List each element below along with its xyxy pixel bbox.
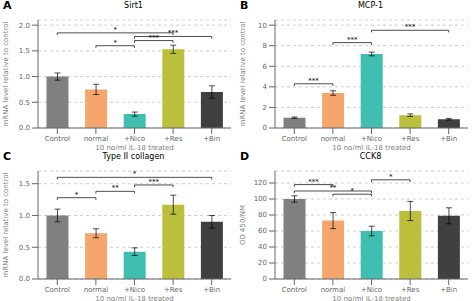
html-text:C: C [3, 149, 12, 163]
svg-text:*: * [133, 170, 137, 178]
svg-text:60: 60 [258, 227, 267, 235]
svg-text:0.5: 0.5 [19, 99, 30, 107]
html-text:Sirt1: Sirt1 [124, 1, 143, 10]
html-text:CCK8: CCK8 [359, 151, 382, 161]
svg-text:+Nico: +Nico [361, 135, 382, 143]
svg-text:+Res: +Res [401, 285, 420, 293]
html-text:D: D [240, 149, 250, 163]
svg-text:***: *** [149, 177, 160, 185]
svg-text:***: *** [347, 36, 358, 44]
html-text:MCP-1: MCP-1 [357, 1, 384, 10]
svg-text:100: 100 [254, 195, 267, 203]
svg-text:**: ** [329, 184, 337, 192]
svg-text:2: 2 [263, 104, 267, 112]
svg-text:normal: normal [84, 135, 109, 143]
svg-text:mRNA level relative to control: mRNA level relative to control [239, 21, 247, 126]
svg-text:+Nico: +Nico [124, 285, 145, 293]
svg-text:+Nico: +Nico [124, 135, 145, 143]
svg-text:Control: Control [45, 135, 70, 143]
svg-text:***: *** [149, 34, 160, 42]
svg-text:+Nico: +Nico [361, 285, 382, 293]
svg-text:8: 8 [263, 42, 267, 50]
svg-text:normal: normal [84, 285, 109, 293]
svg-text:10 ng/ml IL-1β treated: 10 ng/ml IL-1β treated [95, 144, 173, 150]
svg-text:80: 80 [258, 211, 267, 219]
svg-text:*: * [350, 187, 354, 195]
svg-text:normal: normal [321, 135, 346, 143]
svg-text:+Bin: +Bin [203, 285, 220, 293]
svg-text:***: *** [168, 29, 179, 37]
svg-text:***: *** [308, 77, 319, 85]
svg-text:mRNA level relative to control: mRNA level relative to control [8, 21, 10, 126]
svg-text:+Bin: +Bin [440, 285, 457, 293]
svg-text:*: * [75, 190, 79, 198]
svg-text:normal: normal [321, 285, 346, 293]
svg-text:10 ng/ml IL-1β treated: 10 ng/ml IL-1β treated [95, 295, 173, 301]
svg-text:10 ng/ml IL-1β treated: 10 ng/ml IL-1β treated [332, 144, 410, 150]
svg-text:+Res: +Res [401, 135, 420, 143]
svg-text:6: 6 [263, 63, 268, 71]
svg-text:Control: Control [282, 285, 307, 293]
svg-text:*: * [113, 26, 117, 34]
svg-text:+Res: +Res [164, 135, 183, 143]
svg-text:Control: Control [282, 135, 307, 143]
svg-text:0.0: 0.0 [19, 275, 30, 283]
svg-text:+Bin: +Bin [440, 135, 457, 143]
svg-text:0: 0 [263, 124, 267, 132]
svg-text:10 ng/ml IL-1β treated: 10 ng/ml IL-1β treated [332, 295, 410, 301]
svg-text:Control: Control [45, 285, 70, 293]
svg-text:20: 20 [258, 259, 267, 267]
svg-text:1.0: 1.0 [19, 73, 30, 81]
svg-text:+Res: +Res [164, 285, 183, 293]
svg-text:0.0: 0.0 [19, 124, 30, 132]
svg-text:***: *** [405, 23, 416, 31]
svg-text:2.0: 2.0 [19, 22, 30, 30]
svg-text:40: 40 [258, 243, 267, 251]
html-text:B: B [240, 0, 249, 12]
svg-text:0.5: 0.5 [19, 243, 30, 251]
svg-text:**: ** [112, 184, 120, 192]
svg-text:+Bin: +Bin [203, 135, 220, 143]
svg-text:***: *** [308, 177, 319, 185]
svg-text:10: 10 [258, 22, 267, 30]
svg-text:*: * [113, 39, 117, 47]
svg-text:mRNA level relative to control: mRNA level relative to control [8, 172, 10, 277]
svg-text:1.0: 1.0 [19, 211, 30, 219]
svg-text:0: 0 [263, 275, 267, 283]
html-text:A: A [3, 0, 12, 12]
svg-text:120: 120 [254, 179, 267, 187]
svg-text:4: 4 [263, 83, 268, 91]
html-text:Type II collagen: Type II collagen [102, 151, 165, 161]
svg-text:1.5: 1.5 [19, 180, 30, 188]
svg-text:*: * [389, 172, 393, 180]
svg-text:1.5: 1.5 [19, 47, 30, 55]
svg-text:OD 450/NM: OD 450/NM [239, 204, 247, 244]
